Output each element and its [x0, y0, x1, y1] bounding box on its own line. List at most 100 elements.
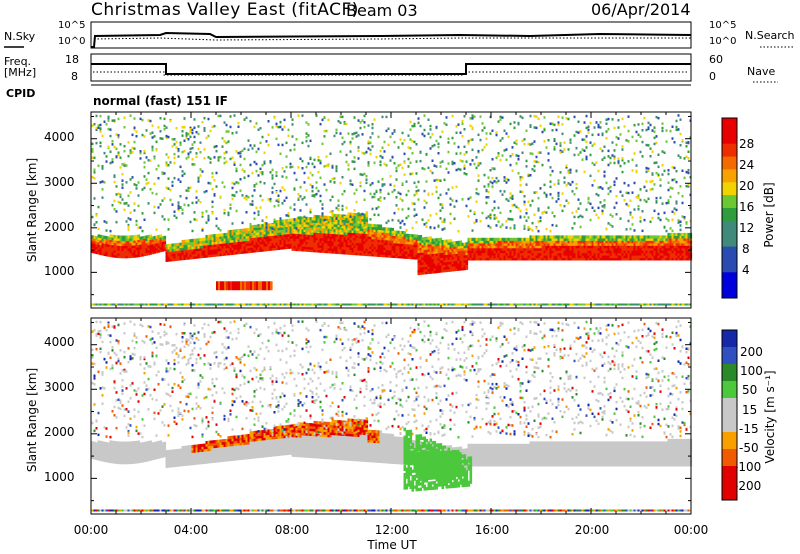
power-cell — [395, 303, 398, 306]
power-cell — [341, 236, 345, 240]
power-cell — [567, 250, 571, 254]
power-cell — [541, 240, 545, 244]
power-cell — [321, 118, 324, 122]
power-cell — [381, 234, 385, 238]
power-cell — [485, 201, 488, 205]
power-cell — [167, 135, 170, 139]
power-cell — [455, 152, 458, 155]
power-cell — [427, 192, 430, 196]
power-cell — [349, 251, 353, 255]
power-cell — [349, 182, 352, 186]
power-cell — [95, 243, 99, 247]
power-cell — [157, 244, 161, 248]
power-cell — [509, 250, 513, 254]
power-cell — [361, 240, 365, 244]
power-cell — [489, 237, 493, 241]
power-cell — [437, 255, 441, 259]
power-cell — [435, 165, 438, 168]
noise-tick-bottom-left: 10^0 — [58, 36, 86, 47]
power-cell — [311, 217, 315, 221]
power-cell — [223, 252, 227, 256]
power-cell — [601, 240, 605, 244]
power-cell — [471, 252, 475, 256]
power-cell — [461, 245, 465, 249]
power-cell — [341, 303, 344, 306]
power-cell — [465, 264, 469, 268]
power-cell — [583, 252, 587, 256]
power-cell — [203, 190, 206, 194]
power-cell — [181, 126, 184, 129]
power-cell — [603, 170, 606, 174]
power-cell — [215, 233, 219, 237]
power-cell — [499, 158, 502, 162]
date-label: 06/Apr/2014 — [591, 0, 691, 19]
power-cell — [437, 260, 441, 264]
power-cell — [251, 249, 255, 253]
power-cell — [317, 220, 321, 224]
power-cell — [325, 240, 329, 244]
power-cell — [217, 236, 221, 240]
power-cell — [219, 114, 222, 118]
power-cell — [335, 303, 338, 306]
power-cell — [425, 254, 429, 258]
power-cell — [647, 240, 651, 244]
power-cell — [281, 229, 285, 233]
power-cell — [285, 231, 289, 235]
power-cell — [347, 212, 351, 216]
power-cell — [303, 221, 307, 225]
power-cell — [153, 303, 156, 306]
power-cell — [607, 247, 611, 251]
power-cell — [483, 250, 487, 254]
power-cell — [485, 245, 489, 249]
power-cell — [281, 226, 285, 230]
power-cell — [413, 214, 416, 218]
power-cell — [191, 253, 195, 257]
power-cell — [505, 242, 509, 246]
power-cell — [501, 257, 505, 261]
power-cell — [525, 245, 529, 249]
power-cell — [417, 237, 421, 241]
power-cell — [565, 245, 569, 249]
power-cell — [291, 237, 295, 241]
power-cell — [643, 116, 646, 120]
power-cell — [171, 180, 174, 184]
power-cell — [573, 153, 576, 157]
power-cell — [171, 253, 175, 257]
power-cell — [455, 185, 458, 189]
power-cell — [315, 215, 319, 219]
power-cell — [119, 156, 122, 159]
power-cell — [165, 134, 168, 138]
power-cell — [241, 228, 245, 232]
power-cell — [413, 208, 416, 211]
power-cell — [101, 167, 104, 170]
power-cell — [297, 218, 301, 222]
power-cell — [563, 242, 567, 246]
power-cell — [215, 251, 219, 255]
power-cell — [259, 241, 263, 245]
power-cell — [127, 228, 130, 231]
power-cell — [419, 239, 423, 243]
power-cell — [479, 237, 483, 241]
power-cell — [391, 227, 395, 231]
power-cell — [637, 240, 641, 244]
power-cell — [433, 270, 437, 274]
power-cell — [435, 190, 438, 193]
power-cell — [439, 203, 442, 206]
power-cell — [147, 242, 151, 246]
power-cell — [333, 226, 337, 230]
power-cell — [495, 224, 498, 227]
power-cell — [529, 257, 533, 261]
power-cell — [405, 253, 409, 257]
power-cell — [91, 124, 94, 127]
power-cell — [115, 220, 118, 224]
power-cell — [269, 245, 273, 249]
power-cell — [125, 255, 129, 259]
power-cell — [469, 240, 473, 244]
power-cell — [633, 242, 637, 246]
power-cell — [313, 219, 317, 223]
power-cell — [399, 230, 403, 234]
cpid-label: CPID — [6, 87, 36, 100]
power-cell — [183, 172, 186, 175]
power-cell — [469, 257, 473, 261]
power-cell — [405, 248, 409, 252]
